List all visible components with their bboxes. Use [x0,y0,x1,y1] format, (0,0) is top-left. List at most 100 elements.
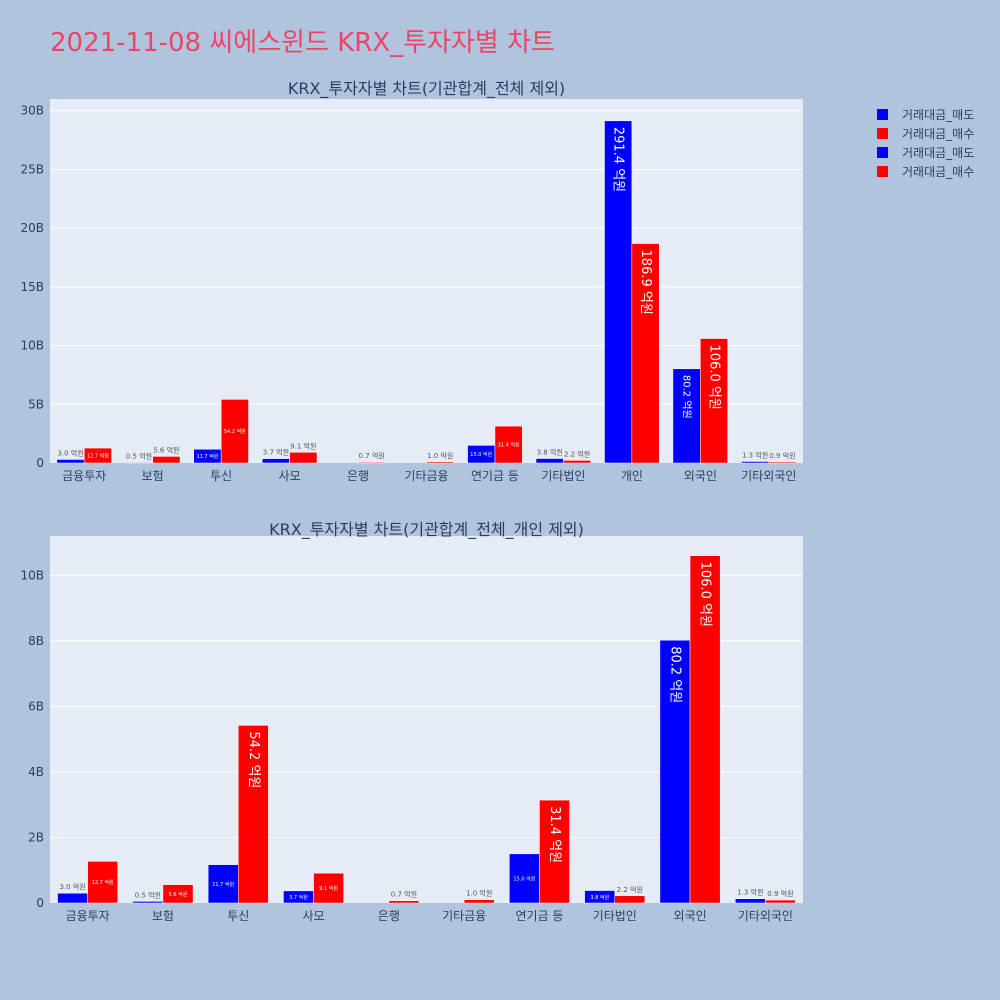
bar-label: 2.2 억원 [617,885,643,894]
x-tick-label: 연기금 등 [515,909,563,923]
bar-label: 0.9 억원 [767,889,793,898]
x-tick-label: 은행 [347,468,369,483]
bar[interactable] [539,799,570,904]
legend-swatch[interactable] [877,128,888,139]
bar-label: 1.3 억원 [737,888,763,897]
legend-swatch[interactable] [877,166,888,177]
bar-label: 80.2 억원 [667,646,682,703]
bar-label: 12.7 억원 [87,453,109,460]
x-tick-label: 기타법인 [541,469,585,483]
bar[interactable] [238,725,269,904]
bar-label: 3.7 억원 [289,894,308,901]
bar[interactable] [357,461,386,464]
bar[interactable] [563,460,592,464]
bar-label: 3.0 억원 [57,448,83,457]
bar-label: 31.4 억원 [547,806,562,863]
bar-label: 11.7 억원 [196,453,218,460]
bar-label: 3.8 억원 [537,448,563,457]
bar[interactable] [768,461,797,464]
x-tick-label: 기타금융 [442,909,486,923]
x-tick-label: 외국인 [673,909,706,923]
legend-swatch[interactable] [877,147,888,158]
bar-label: 106.0 억원 [698,562,713,627]
bar[interactable] [56,459,85,464]
bar[interactable] [87,861,119,904]
bar-label: 5.6 억원 [169,891,188,898]
bar[interactable] [261,458,290,464]
bar-label: 3.0 억원 [59,882,85,891]
bar-label: 0.7 억원 [391,890,417,899]
x-tick-label: 기타외국인 [741,469,796,483]
bar-label: 12.7 억원 [92,879,114,886]
bar[interactable] [672,368,701,464]
bar-label: 1.3 억원 [742,450,768,459]
bar[interactable] [162,884,194,904]
bar[interactable] [494,425,523,464]
bar[interactable] [220,399,249,464]
x-tick-label: 기타외국인 [738,909,793,923]
bar[interactable] [614,895,646,904]
chart-title: KRX_투자자별 차트(기관합계_전체 제외) [288,79,565,99]
bar[interactable] [125,462,153,464]
chart-panel-2: 0 2B 4B 6B 8B 10B KRX_투자자별 차트(기관합계_전체_개인 제외) 금융… [20,520,803,923]
bar[interactable] [734,898,766,904]
bar[interactable] [289,452,318,464]
bar-label: 0.7 억원 [359,451,385,460]
bar[interactable] [765,899,796,904]
bar-label: 2.2 억원 [564,449,590,458]
bar[interactable] [313,872,344,904]
bar[interactable] [207,864,239,904]
bar[interactable] [426,461,455,464]
bar-label: 80.2 억원 [681,375,693,419]
bar[interactable] [631,243,660,464]
bar[interactable] [463,899,495,904]
y-tick-label: 10B [20,339,44,353]
bar-label: 9.1 억원 [319,885,338,892]
chart-title: KRX_투자자별 차트(기관합계_전체_개인 제외) [269,520,584,540]
bar-label: 3.7 억원 [263,448,289,457]
bar-label: 5.6 억원 [153,445,179,454]
y-tick-label: 20B [20,221,44,235]
bar[interactable] [700,338,728,464]
y-tick-label: 4B [28,765,44,779]
y-tick-label: 0 [36,456,44,470]
bar-label: 9.1 억원 [290,441,316,450]
bar[interactable] [57,892,88,904]
bar[interactable] [83,447,112,464]
bar-label: 54.2 억원 [224,428,246,435]
bar-label: 31.4 억원 [498,442,520,449]
bar[interactable] [535,458,564,464]
legend-label: 거래대금_매도 [902,146,974,160]
bar-label: 3.8 억원 [590,894,609,901]
bar[interactable] [152,456,181,464]
legend-swatch[interactable] [877,109,888,120]
bar-label: 1.0 억원 [427,451,453,460]
x-tick-label: 기타법인 [593,909,637,923]
y-tick-label: 15B [20,280,44,294]
bar-label: 11.7 억원 [212,881,234,888]
bar-label: 0.5 억원 [135,890,161,899]
bar[interactable] [604,120,633,464]
legend-label: 거래대금_매도 [902,108,974,122]
x-tick-label: 사모 [279,469,301,483]
x-tick-label: 금융투자 [62,469,106,483]
x-tick-label: 은행 [378,908,400,923]
bar-label: 0.5 억원 [126,451,152,460]
bar[interactable] [388,900,420,904]
bar[interactable] [659,639,691,904]
bar[interactable] [741,461,770,464]
legend-label: 거래대금_매수 [902,127,974,141]
x-tick-label: 기타금융 [404,469,448,483]
x-tick-label: 연기금 등 [471,469,519,483]
bar-label: 15.0 억원 [470,451,492,458]
y-tick-label: 2B [28,830,44,844]
bar[interactable] [509,853,540,904]
chart-panel-1: 0 5B 10B 15B 20B 25B 30B KRX_투자자별 차트(기관합계_전체 제외… [20,79,803,483]
y-tick-label: 10B [20,568,44,582]
x-tick-label: 보험 [142,469,164,483]
bar[interactable] [132,901,164,904]
x-tick-label: 금융투자 [66,909,110,923]
bar-label: 106.0 억원 [707,345,722,410]
bar[interactable] [689,555,721,904]
